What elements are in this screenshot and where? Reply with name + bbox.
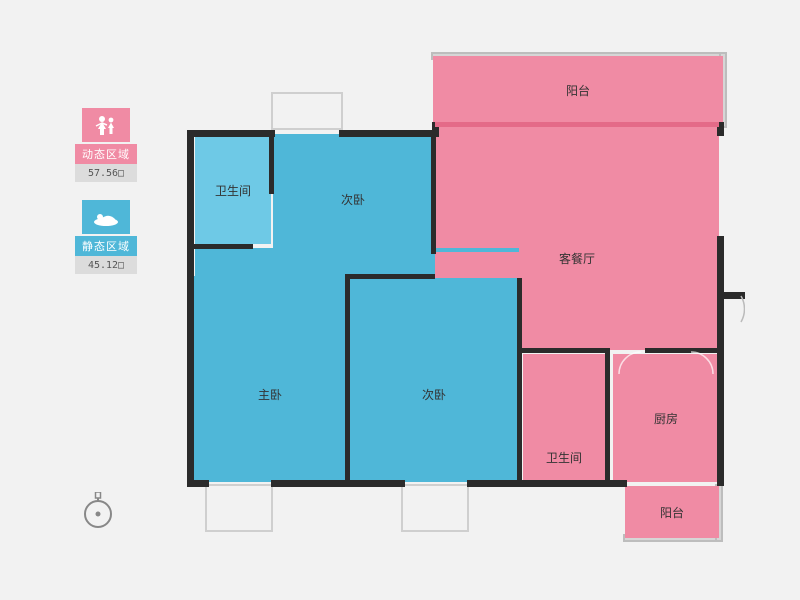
wall-int-5 <box>517 278 522 482</box>
label-master: 主卧 <box>258 386 282 403</box>
legend-dynamic-area: 57.56□ <box>75 164 137 182</box>
legend-static-label: 静态区域 <box>75 236 137 256</box>
balcony-tl-wall <box>271 92 343 130</box>
wall-int-2 <box>431 136 436 254</box>
room-bed2b: 次卧 <box>349 276 519 482</box>
room-living-ext <box>435 252 519 278</box>
wall-bottom-left <box>187 480 209 487</box>
compass-icon <box>82 492 114 524</box>
bump-b2 <box>401 484 469 532</box>
wall-int-1 <box>269 136 274 194</box>
bump-b1 <box>205 484 273 532</box>
room-bed2a: 次卧 <box>273 134 433 254</box>
room-kitchen: 厨房 <box>613 354 719 482</box>
label-bed2a: 次卧 <box>341 191 365 208</box>
wall-int-9 <box>345 274 435 279</box>
room-balcony-br: 阳台 <box>625 486 719 538</box>
room-bath1: 卫生间 <box>195 136 271 244</box>
label-bed2b: 次卧 <box>422 386 446 403</box>
legend-panel: 动态区域 57.56□ 静态区域 45.12□ <box>75 108 137 292</box>
wall-left <box>187 130 194 484</box>
label-living: 客餐厅 <box>559 250 595 267</box>
wall-int-7 <box>605 348 610 484</box>
wall-right-bump-t <box>717 292 745 299</box>
legend-static: 静态区域 45.12□ <box>75 200 137 274</box>
wall-int-3 <box>193 244 253 249</box>
label-balcony-br: 阳台 <box>660 504 684 521</box>
legend-dynamic-label: 动态区域 <box>75 144 137 164</box>
wall-int-8 <box>645 348 721 353</box>
label-bath2: 卫生间 <box>546 449 582 466</box>
legend-dynamic: 动态区域 57.56□ <box>75 108 137 182</box>
label-balcony-top: 阳台 <box>566 82 590 99</box>
label-bath1: 卫生间 <box>215 182 251 199</box>
static-sleep-icon <box>82 200 130 234</box>
wall-int-6 <box>517 348 609 353</box>
wall-right-main <box>717 236 724 486</box>
room-master: 主卧 <box>193 276 347 482</box>
room-balcony-top: 阳台 <box>433 56 723 124</box>
label-kitchen: 厨房 <box>654 410 678 427</box>
wall-top-left <box>187 130 275 137</box>
floor-plan: 阳台 客餐厅 厨房 卫生间 阳台 卫生间 次卧 主卧 次卧 <box>185 56 745 566</box>
legend-static-area: 45.12□ <box>75 256 137 274</box>
wall-bottom-mid2 <box>467 480 627 487</box>
wall-bottom-mid1 <box>271 480 405 487</box>
dynamic-people-icon <box>82 108 130 142</box>
wall-top-left2 <box>339 130 439 137</box>
wall-balc-sep <box>435 122 719 127</box>
wall-int-4 <box>345 276 350 482</box>
room-bath2: 卫生间 <box>523 354 605 482</box>
